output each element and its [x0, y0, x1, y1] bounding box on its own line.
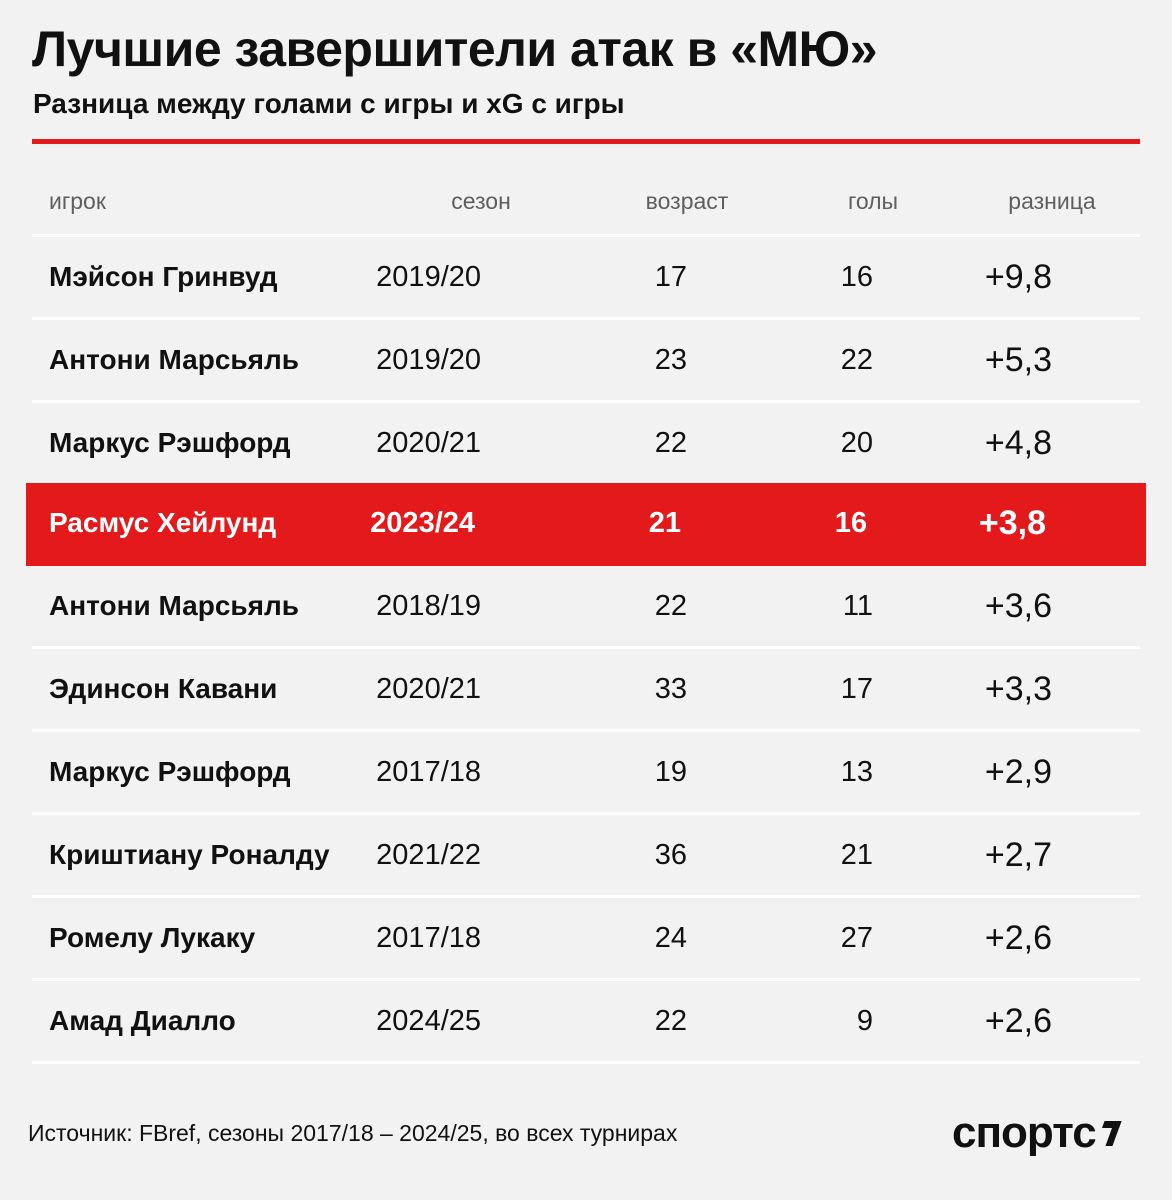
table-row: Криштиану Роналду 2021/22 36 21 +2,7: [32, 815, 1140, 898]
age-value-text: 22: [654, 427, 688, 459]
age-value-text: 17: [654, 261, 688, 293]
age-value-text: 19: [654, 756, 688, 788]
season-value-text: 2017/18: [376, 756, 482, 788]
stats-table: игрок сезон возраст голы разница Мэйсон …: [26, 160, 1146, 1064]
goals-value-text: 9: [856, 1005, 874, 1037]
table-row: Эдинсон Кавани 2020/21 33 17 +3,3: [32, 649, 1140, 732]
season-value-text: 2020/21: [376, 427, 482, 459]
goals-value-text: 22: [840, 344, 874, 376]
diff-value-text: +4,8: [984, 424, 1052, 462]
age-value-text: 22: [654, 590, 688, 622]
goals-value-text: 17: [840, 673, 874, 705]
player-name: Эдинсон Кавани: [49, 673, 278, 704]
diff-value-text: +9,8: [984, 258, 1052, 296]
diff-value-text: +3,3: [984, 670, 1052, 708]
table-row: Ромелу Лукаку 2017/18 24 27 +2,6: [32, 898, 1140, 981]
column-header-season: сезон: [451, 188, 511, 214]
player-name: Расмус Хейлунд: [49, 507, 277, 538]
season-value-text: 2021/22: [376, 839, 482, 871]
page-subtitle: Разница между голами с игры и xG с игры: [33, 88, 625, 119]
player-name: Маркус Рэшфорд: [49, 756, 291, 787]
age-value-text: 21: [648, 507, 682, 539]
goals-value-text: 13: [840, 756, 874, 788]
table-row: Амад Диалло 2024/25 22 9 +2,6: [32, 981, 1140, 1064]
age-value-text: 24: [654, 922, 688, 954]
age-value-text: 33: [654, 673, 688, 705]
logo-text: спортс: [952, 1108, 1097, 1157]
diff-value-text: +2,7: [984, 836, 1052, 874]
diff-value-text: +2,9: [984, 753, 1052, 791]
age-value-text: 22: [654, 1005, 688, 1037]
diff-value-text: +2,6: [984, 1002, 1052, 1040]
player-name: Ромелу Лукаку: [49, 922, 256, 953]
goals-value-text: 20: [840, 427, 874, 459]
player-name: Антони Марсьяль: [49, 590, 299, 621]
table-row: Маркус Рэшфорд 2020/21 22 20 +4,8: [32, 403, 1140, 486]
table-row: Антони Марсьяль 2019/20 23 22 +5,3: [32, 320, 1140, 403]
goals-value-text: 16: [840, 261, 874, 293]
diff-value-text: +3,8: [978, 504, 1046, 542]
player-name: Антони Марсьяль: [49, 344, 299, 375]
season-value-text: 2019/20: [376, 344, 482, 376]
column-header-diff: разница: [1008, 188, 1096, 214]
table-row: Мэйсон Гринвуд 2019/20 17 16 +9,8: [32, 237, 1140, 320]
season-value-text: 2018/19: [376, 590, 482, 622]
season-value-text: 2020/21: [376, 673, 482, 705]
age-value-text: 23: [654, 344, 688, 376]
table-body: Мэйсон Гринвуд 2019/20 17 16 +9,8 Антони Марс…: [26, 237, 1146, 1064]
table-row-highlighted: Расмус Хейлунд 2023/24 21 16 +3,8: [26, 483, 1146, 566]
season-value-text: 2017/18: [376, 922, 482, 954]
goals-value-text: 21: [840, 839, 874, 871]
player-name: Мэйсон Гринвуд: [49, 261, 278, 292]
age-value-text: 36: [654, 839, 688, 871]
goals-value-text: 11: [842, 590, 874, 622]
table-row: Маркус Рэшфорд 2017/18 19 13 +2,9: [32, 732, 1140, 815]
table-row: Антони Марсьяль 2018/19 22 11 +3,6: [32, 566, 1140, 649]
table-header: игрок сезон возраст голы разница: [32, 160, 1140, 237]
page-title: Лучшие завершители атак в «МЮ»: [32, 21, 878, 77]
season-value-text: 2019/20: [376, 261, 482, 293]
season-value-text: 2023/24: [370, 507, 476, 539]
player-name: Криштиану Роналду: [49, 839, 330, 870]
player-name: Маркус Рэшфорд: [49, 427, 291, 458]
brand-logo: спортс: [952, 1108, 1116, 1158]
goals-value-text: 27: [840, 922, 874, 954]
diff-value-text: +5,3: [984, 341, 1052, 379]
column-header-age: возраст: [645, 188, 729, 214]
season-value-text: 2024/25: [376, 1005, 482, 1037]
column-header-goals: голы: [847, 188, 899, 214]
source-note: Источник: FBref, сезоны 2017/18 – 2024/2…: [28, 1120, 678, 1146]
diff-value-text: +3,6: [984, 587, 1052, 625]
player-name: Амад Диалло: [49, 1005, 236, 1036]
title-divider: [32, 139, 1140, 144]
sports-ru-logo-mark-icon: [1098, 1117, 1116, 1147]
goals-value-text: 16: [834, 507, 868, 539]
column-header-player: игрок: [49, 188, 106, 214]
diff-value-text: +2,6: [984, 919, 1052, 957]
